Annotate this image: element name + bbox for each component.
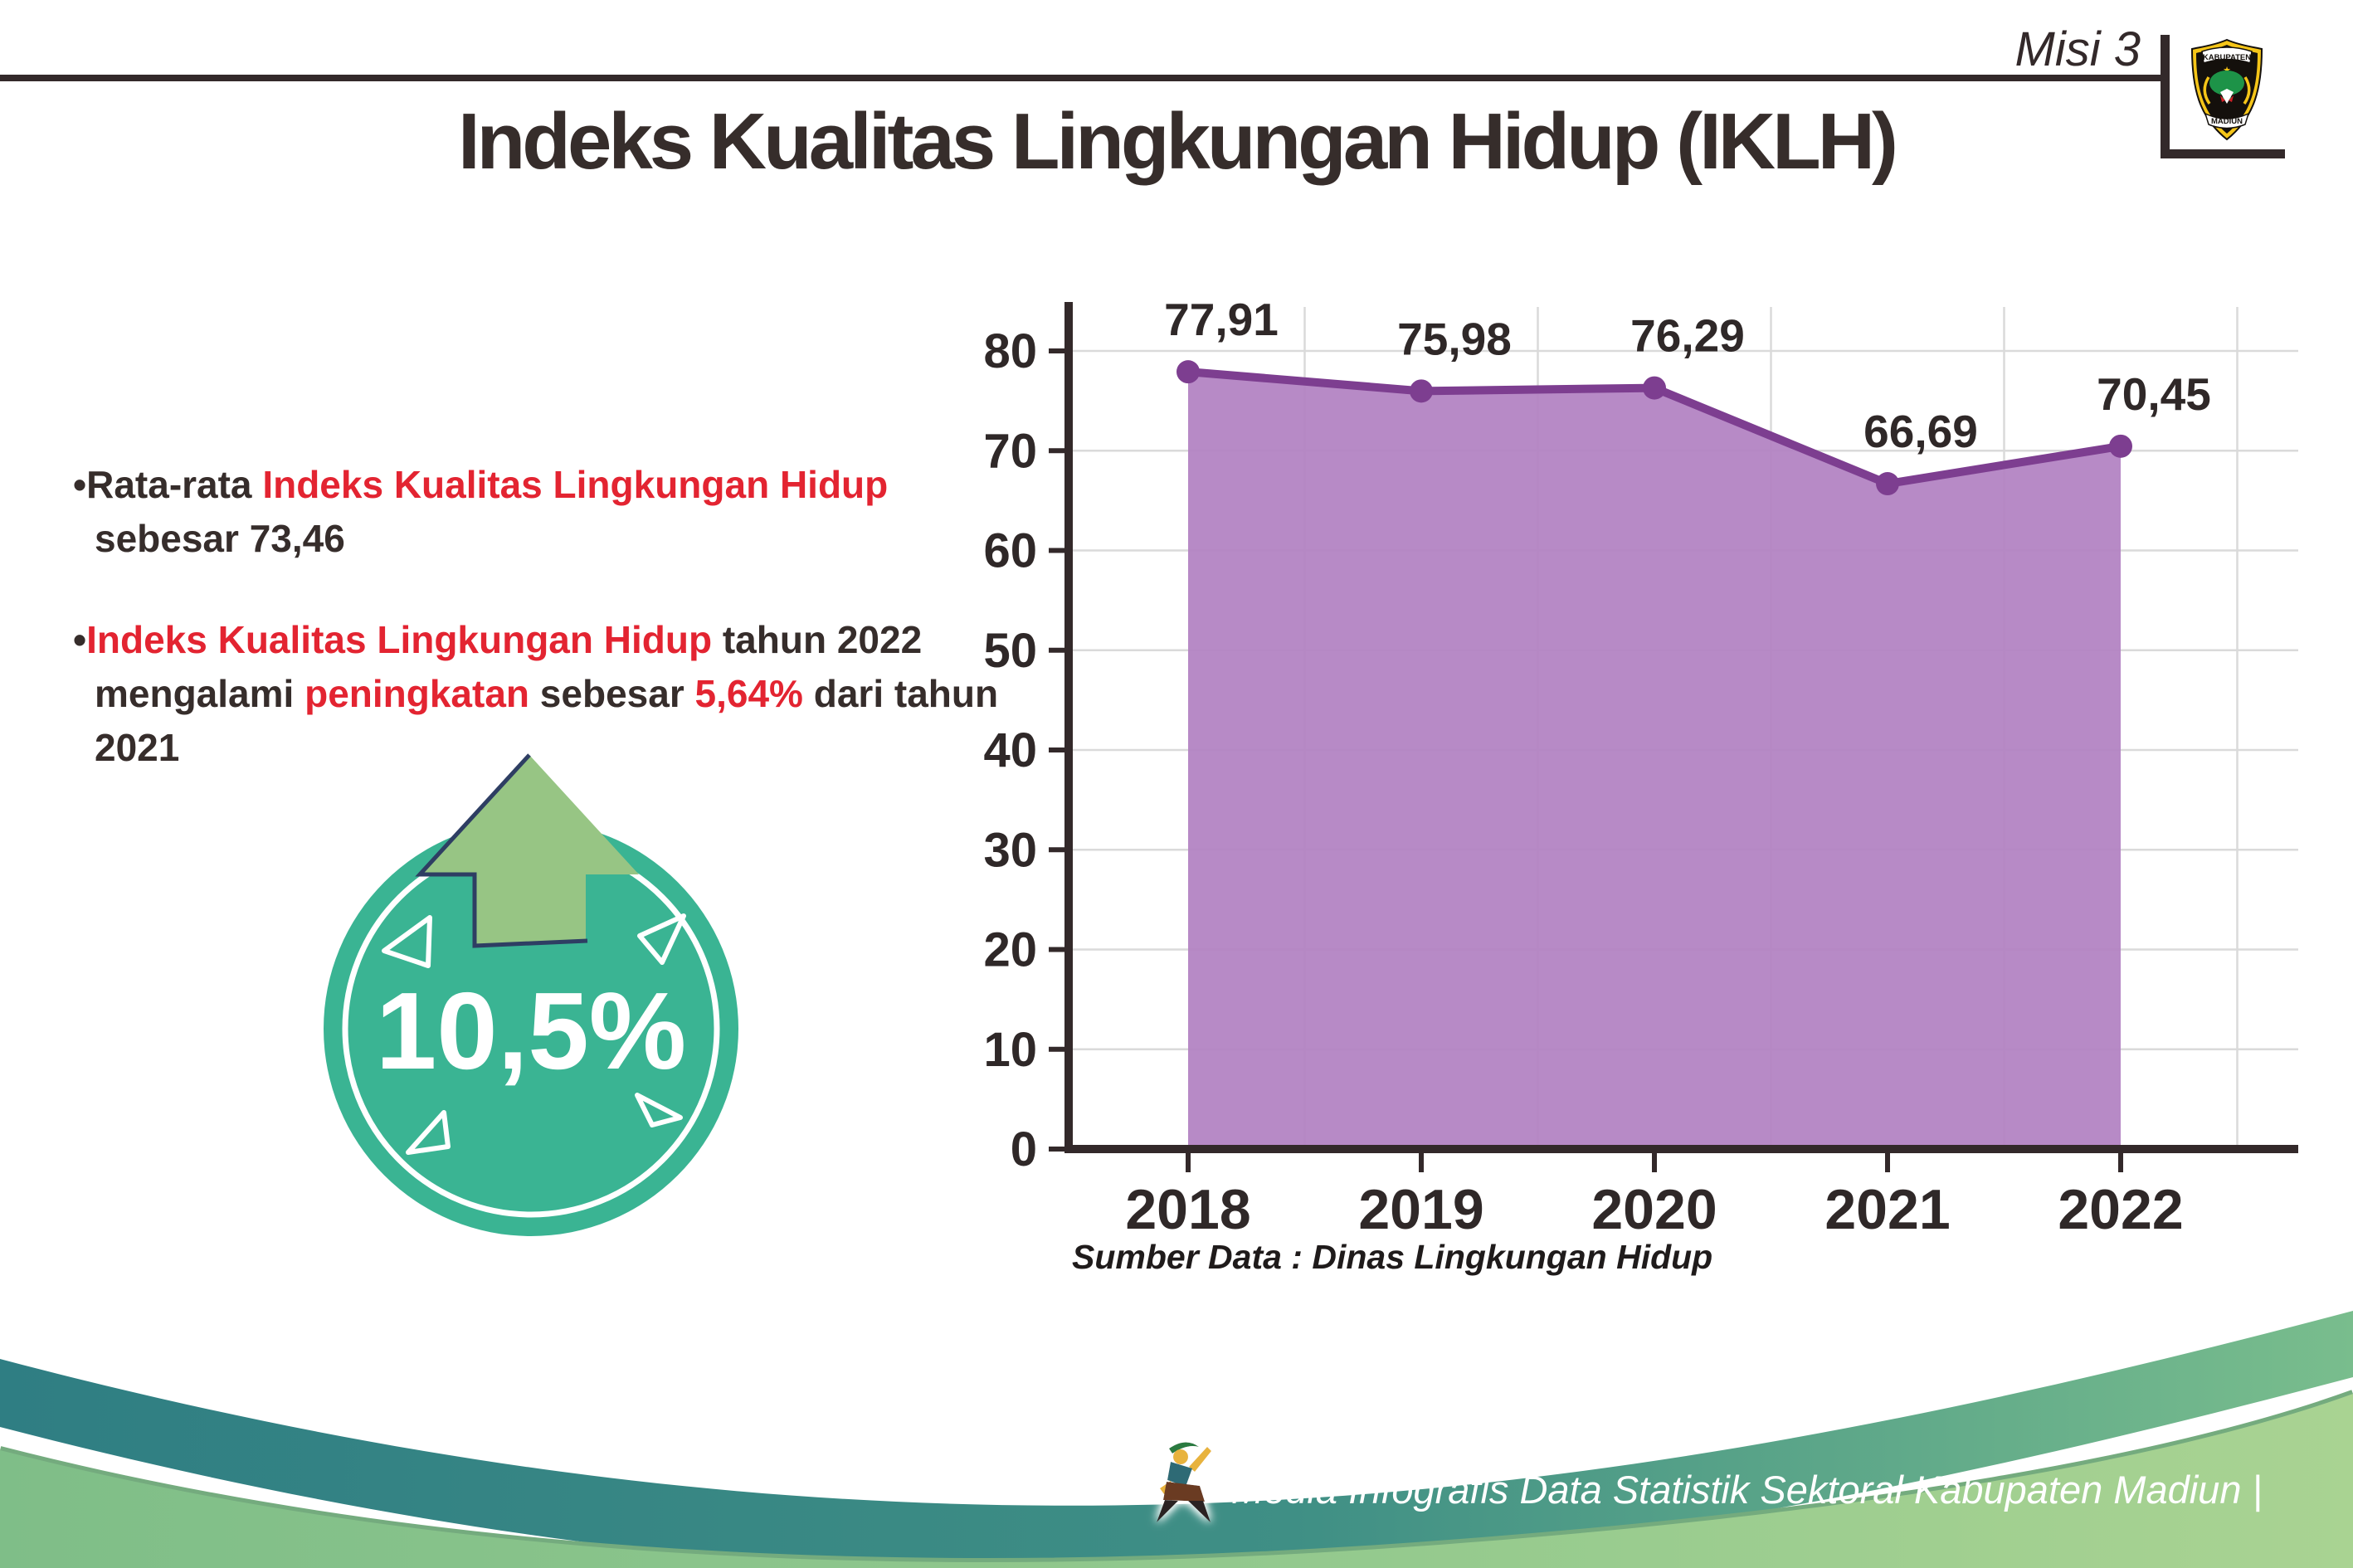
kabupaten-madiun-logo: KABUPATEN ★ MADIUN bbox=[2190, 38, 2263, 141]
logo-bottom-text: MADIUN bbox=[2211, 117, 2243, 126]
logo-top-text: KABUPATEN bbox=[2203, 53, 2251, 62]
source-note: Sumber Data : Dinas Lingkungan Hidup bbox=[1072, 1238, 1713, 1276]
corner-frame-vertical bbox=[2161, 35, 2170, 158]
logo-red-accent-left bbox=[2220, 95, 2225, 102]
bullet-dot: • bbox=[73, 617, 87, 661]
data-label: 66,69 bbox=[1863, 406, 1978, 457]
logo-center-shield bbox=[2220, 89, 2234, 104]
data-label: 76,29 bbox=[1630, 310, 1745, 362]
mascot-icon bbox=[1157, 1442, 1211, 1522]
bullet-text-segment: Indeks Kualitas Lingkungan Hidup bbox=[86, 617, 713, 661]
y-tick-label: 0 bbox=[1011, 1122, 1037, 1176]
x-tick-label: 2018 bbox=[1125, 1178, 1250, 1241]
footer-caption: Media Infografis Data Statistik Sektoral… bbox=[1231, 1468, 2263, 1512]
page-title: Indeks Kualitas Lingkungan Hidup (IKLH) bbox=[457, 97, 1898, 186]
increase-badge: 10,5% bbox=[305, 737, 757, 1251]
misi-label: Misi 3 bbox=[2014, 22, 2141, 76]
chart-canvas: 0 10 20 30 40 50 60 70 80 2018 2019 2020 2021 2022 77,… bbox=[983, 294, 2298, 1241]
data-label: 77,91 bbox=[1164, 294, 1279, 345]
corner-frame-horizontal bbox=[2161, 149, 2285, 158]
y-tick-label: 70 bbox=[983, 424, 1037, 478]
bullet-text-segment: 5,64% bbox=[694, 671, 803, 715]
footer-teal-band bbox=[0, 1311, 2353, 1568]
bullet-text-segment: dari tahun 2021 bbox=[95, 671, 999, 770]
bullet-list: •Rata-rata Indeks Kualitas Lingkungan Hi… bbox=[73, 458, 1027, 822]
y-tick-label: 50 bbox=[983, 624, 1037, 678]
bullet-text-segment: tahun 2022 mengalami bbox=[95, 617, 923, 715]
data-point bbox=[1410, 379, 1433, 403]
logo-star-icon: ★ bbox=[2223, 66, 2231, 75]
bullet-item-increase: •Indeks Kualitas Lingkungan Hidup tahun … bbox=[73, 613, 1027, 776]
logo-wing-left bbox=[2203, 76, 2211, 105]
data-point bbox=[1176, 360, 1200, 384]
badge-spark-ne-icon bbox=[637, 913, 686, 965]
logo-bottom-banner bbox=[2204, 112, 2250, 129]
increase-badge-graphic: 10,5% bbox=[324, 753, 738, 1236]
up-arrow-outline bbox=[415, 753, 588, 948]
y-tick-label: 60 bbox=[983, 524, 1037, 578]
bullet-text-segment: peningkatan bbox=[304, 671, 530, 715]
x-tick-label: 2022 bbox=[2058, 1178, 2183, 1241]
data-label: 75,98 bbox=[1397, 313, 1512, 364]
footer-green-wave bbox=[0, 1394, 2353, 1568]
badge-spark-nw-icon bbox=[382, 915, 432, 968]
y-tick-label: 30 bbox=[983, 823, 1037, 877]
y-tick-label: 20 bbox=[983, 923, 1037, 977]
data-point bbox=[2109, 434, 2132, 458]
x-tick-label: 2021 bbox=[1824, 1178, 1950, 1241]
bullet-item-average: •Rata-rata Indeks Kualitas Lingkungan Hi… bbox=[73, 458, 1027, 567]
data-label: 70,45 bbox=[2097, 368, 2211, 420]
y-tick-label: 10 bbox=[983, 1023, 1037, 1077]
x-tick-label: 2019 bbox=[1358, 1178, 1483, 1241]
badge-value: 10,5% bbox=[376, 970, 686, 1092]
x-tick-label: 2020 bbox=[1591, 1178, 1717, 1241]
footer-wave: Media Infografis Data Statistik Sektoral… bbox=[0, 1311, 2353, 1568]
bullet-text-segment: Indeks Kualitas Lingkungan Hidup bbox=[262, 463, 889, 506]
logo-wing-right bbox=[2243, 76, 2251, 105]
data-point bbox=[1876, 472, 1899, 496]
bullet-dot: • bbox=[73, 463, 87, 506]
y-tick-label: 40 bbox=[983, 723, 1037, 777]
area-fill bbox=[1188, 372, 2121, 1147]
y-tick-label: 80 bbox=[983, 324, 1037, 378]
logo-top-banner bbox=[2201, 46, 2253, 64]
bullet-text-segment: sebesar 73,46 bbox=[95, 517, 345, 561]
data-point bbox=[1643, 376, 1666, 400]
bullet-text-segment: sebesar bbox=[529, 671, 695, 715]
badge-spark-se-icon bbox=[635, 1093, 683, 1127]
bullet-text-segment: Rata-rata bbox=[86, 463, 263, 506]
iklh-area-chart: 0 10 20 30 40 50 60 70 80 2018 2019 2020 2021 2022 77,… bbox=[943, 274, 2353, 1327]
badge-spark-sw-icon bbox=[406, 1110, 451, 1155]
footer-green-edge bbox=[0, 1390, 2353, 1566]
header-rule bbox=[0, 75, 2167, 81]
logo-red-accent-right bbox=[2229, 95, 2234, 102]
